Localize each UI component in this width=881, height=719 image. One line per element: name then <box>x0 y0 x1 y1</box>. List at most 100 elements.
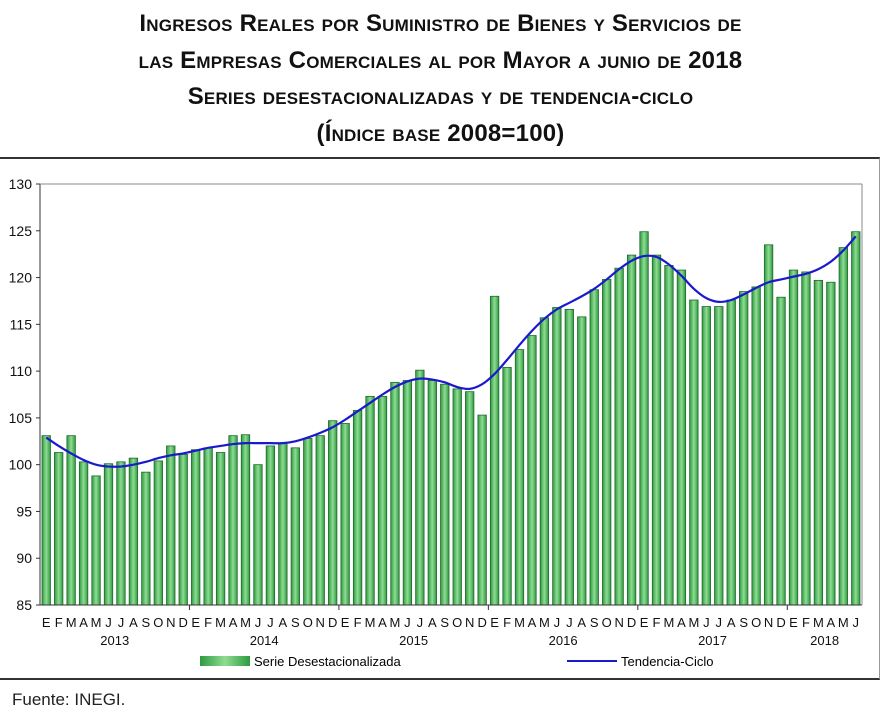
y-tick-label: 125 <box>9 223 33 239</box>
bar <box>91 475 101 606</box>
legend-bar-swatch <box>200 656 250 666</box>
month-label: A <box>577 615 586 630</box>
month-label: J <box>716 615 723 630</box>
y-tick-label: 105 <box>9 410 33 426</box>
bar <box>215 452 226 606</box>
month-label: J <box>105 615 112 630</box>
month-label: M <box>365 615 376 630</box>
month-label: J <box>853 615 860 630</box>
bar <box>352 410 363 606</box>
month-label: M <box>664 615 675 630</box>
month-label: A <box>727 615 736 630</box>
month-label: D <box>328 615 337 630</box>
month-label: E <box>789 615 798 630</box>
bar <box>365 395 375 606</box>
y-tick-label: 120 <box>9 270 33 286</box>
month-label: N <box>465 615 474 630</box>
bar <box>602 279 612 606</box>
bar <box>552 307 562 606</box>
month-label: M <box>215 615 226 630</box>
bar <box>489 295 500 606</box>
bar <box>465 391 475 606</box>
bar <box>726 299 736 606</box>
bar <box>477 414 487 606</box>
bar <box>813 279 824 606</box>
trend-line <box>45 235 857 468</box>
bar <box>203 447 213 606</box>
bar <box>427 380 437 606</box>
month-label: D <box>776 615 785 630</box>
month-label: M <box>539 615 550 630</box>
month-label: E <box>490 615 499 630</box>
month-label: A <box>378 615 387 630</box>
title-line-4: (Índice base 2008=100) <box>316 119 565 147</box>
month-label: D <box>627 615 636 630</box>
month-label: E <box>640 615 649 630</box>
legend: Serie Desestacionalizada Tendencia-Ciclo <box>200 654 714 669</box>
bar <box>278 442 288 606</box>
bar <box>539 317 550 606</box>
month-label: M <box>514 615 525 630</box>
y-tick-label: 110 <box>10 363 33 379</box>
year-label: 2016 <box>549 633 578 648</box>
title-line-3: Series desestacionalizadas y de tendenci… <box>187 83 694 110</box>
bar <box>701 306 711 606</box>
bar <box>228 435 238 606</box>
bar <box>589 289 599 606</box>
chart-frame <box>0 157 880 680</box>
y-tick-label: 85 <box>16 597 32 613</box>
title-line-1: Ingresos Reales por Suministro de Bienes… <box>139 10 742 37</box>
month-label: A <box>677 615 686 630</box>
month-label: F <box>802 615 810 630</box>
bar <box>452 388 462 606</box>
month-label: O <box>452 615 462 630</box>
bar <box>54 452 64 606</box>
bar <box>128 457 139 606</box>
month-label: J <box>118 615 125 630</box>
y-tick-label: 100 <box>9 457 33 473</box>
month-label: A <box>229 615 238 630</box>
month-label: F <box>503 615 511 630</box>
bar <box>265 445 276 606</box>
trend-series <box>45 235 857 468</box>
bar <box>340 423 350 606</box>
month-label: O <box>303 615 313 630</box>
bar <box>763 244 774 606</box>
month-label: A <box>79 615 88 630</box>
bar <box>377 395 388 606</box>
bar <box>614 267 624 606</box>
source-note: Fuente: INEGI. <box>12 690 126 709</box>
month-label: S <box>291 615 300 630</box>
month-label: E <box>191 615 200 630</box>
month-label: N <box>614 615 623 630</box>
month-label: J <box>703 615 710 630</box>
bar <box>66 435 76 606</box>
month-label: S <box>590 615 599 630</box>
month-label: F <box>354 615 362 630</box>
year-label: 2013 <box>100 633 129 648</box>
month-label: A <box>827 615 836 630</box>
bar <box>290 447 300 606</box>
month-label: D <box>179 615 188 630</box>
month-label: A <box>279 615 288 630</box>
month-label: N <box>316 615 325 630</box>
bar <box>303 438 313 606</box>
bar <box>116 461 126 606</box>
bar <box>564 308 574 606</box>
month-label: M <box>66 615 77 630</box>
bar <box>191 449 201 606</box>
month-label: O <box>751 615 761 630</box>
month-label: F <box>653 615 661 630</box>
month-label: M <box>91 615 102 630</box>
bar <box>502 366 512 606</box>
month-label: E <box>341 615 350 630</box>
bar <box>788 269 799 606</box>
bar <box>315 435 325 606</box>
year-label: 2017 <box>698 633 727 648</box>
bar <box>838 247 848 606</box>
month-label: J <box>566 615 573 630</box>
month-label: M <box>390 615 401 630</box>
month-label: F <box>55 615 63 630</box>
